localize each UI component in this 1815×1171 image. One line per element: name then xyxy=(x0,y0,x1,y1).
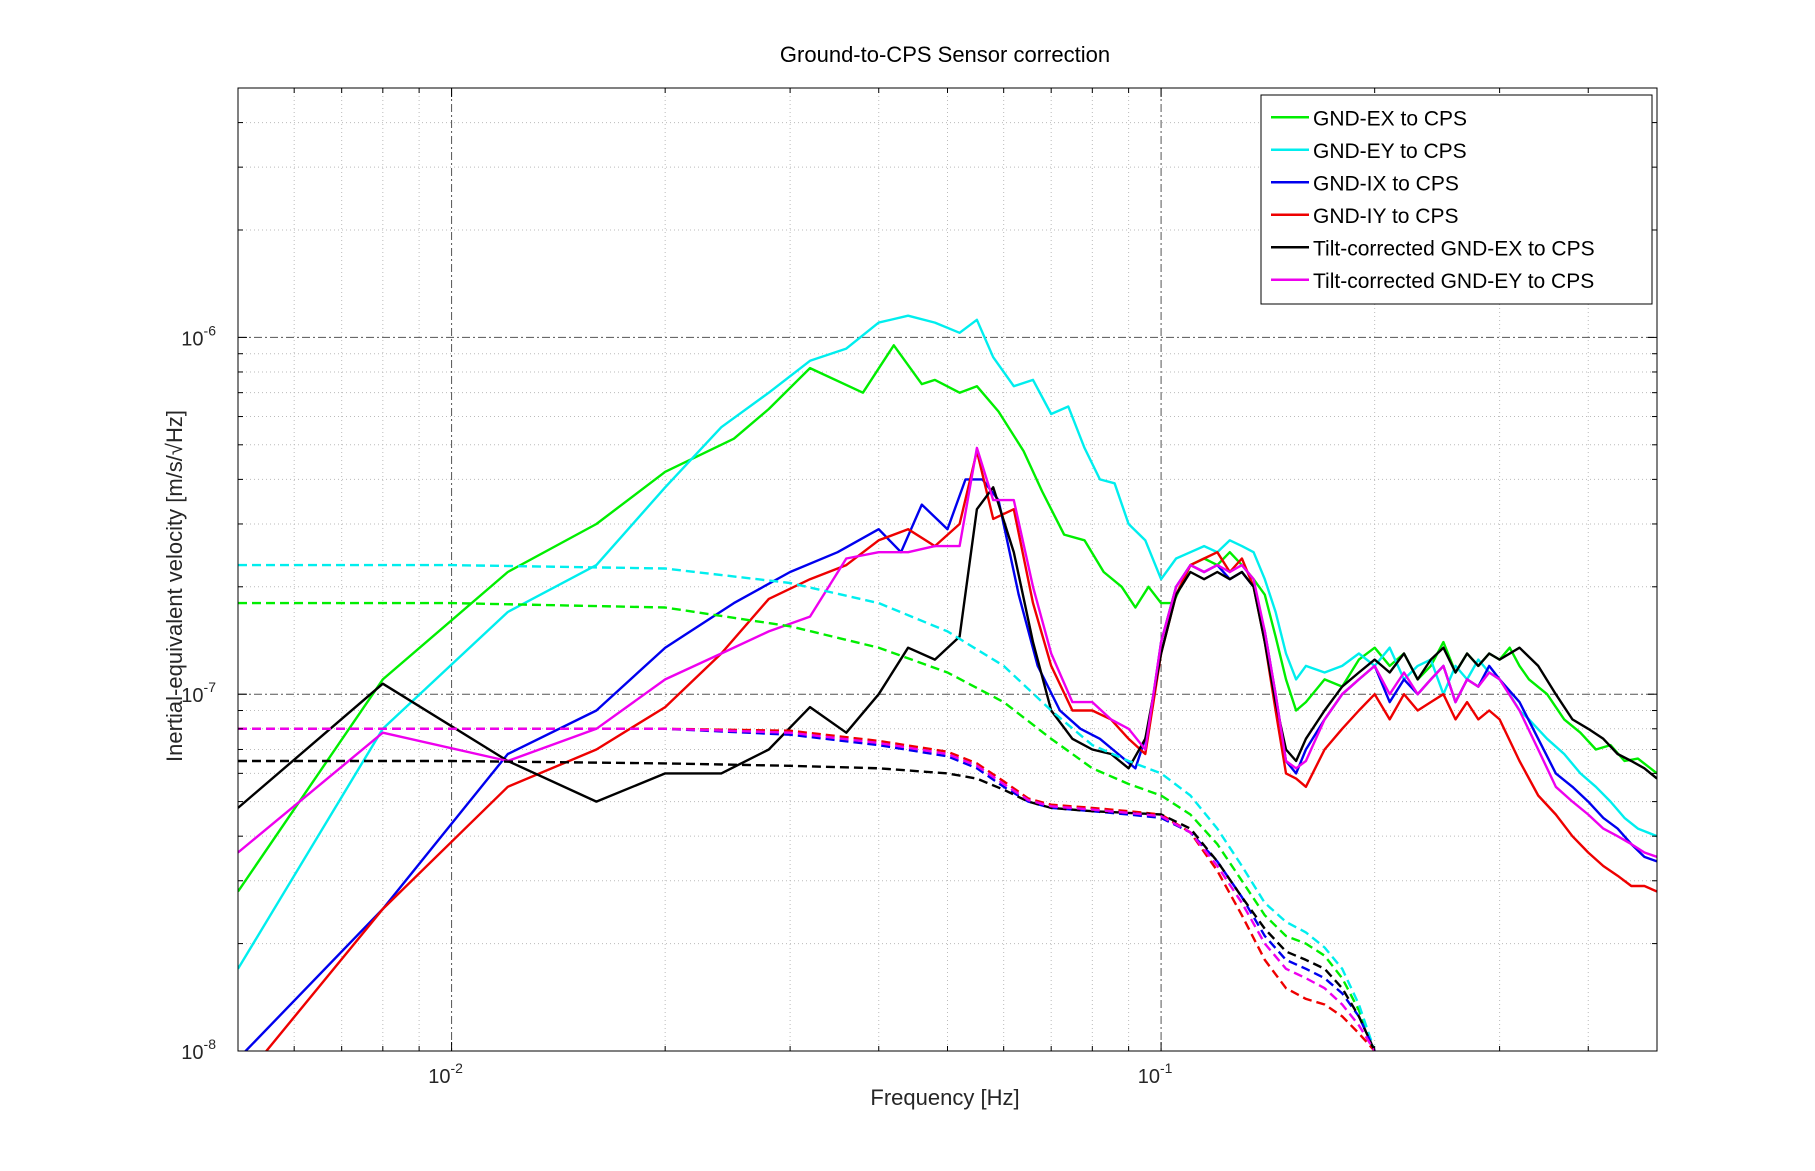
x-axis-label: Frequency [Hz] xyxy=(870,1085,1019,1110)
y-tick-label: 10-6 xyxy=(181,322,216,350)
legend-label: GND-IX to CPS xyxy=(1313,172,1459,195)
series-line-dashed-0 xyxy=(238,601,1376,1051)
legend: GND-EX to CPS GND-EY to CPS GND-IX to CPS G… xyxy=(1260,94,1653,305)
legend-label: GND-IY to CPS xyxy=(1313,205,1458,228)
x-tick-label: 10-2 xyxy=(428,1060,463,1088)
chart-title: Ground-to-CPS Sensor correction xyxy=(780,42,1110,67)
series-line-dashed-5 xyxy=(238,727,1376,1051)
series-line-solid-4 xyxy=(238,486,1657,809)
legend-box xyxy=(1260,94,1653,305)
y-axis-label: Inertial-equivalent velocity [m/s/√Hz] xyxy=(162,410,187,762)
ticks xyxy=(237,87,1658,1052)
series-line-dashed-1 xyxy=(238,563,1376,1051)
legend-label: Tilt-corrected GND-EX to CPS xyxy=(1313,237,1595,260)
y-tick-label: 10-8 xyxy=(181,1036,216,1064)
legend-label: Tilt-corrected GND-EY to CPS xyxy=(1313,270,1594,293)
plot-area xyxy=(238,314,1657,1051)
legend-label: GND-EY to CPS xyxy=(1313,140,1467,163)
tick-labels: 10-2 10-1 10-8 10-7 10-6 xyxy=(181,322,1172,1088)
series-line-dashed-4 xyxy=(238,759,1376,1051)
legend-label: GND-EX to CPS xyxy=(1313,107,1467,130)
y-tick-label: 10-7 xyxy=(181,679,216,707)
series-line-solid-5 xyxy=(238,446,1657,859)
x-tick-label: 10-1 xyxy=(1138,1060,1173,1088)
